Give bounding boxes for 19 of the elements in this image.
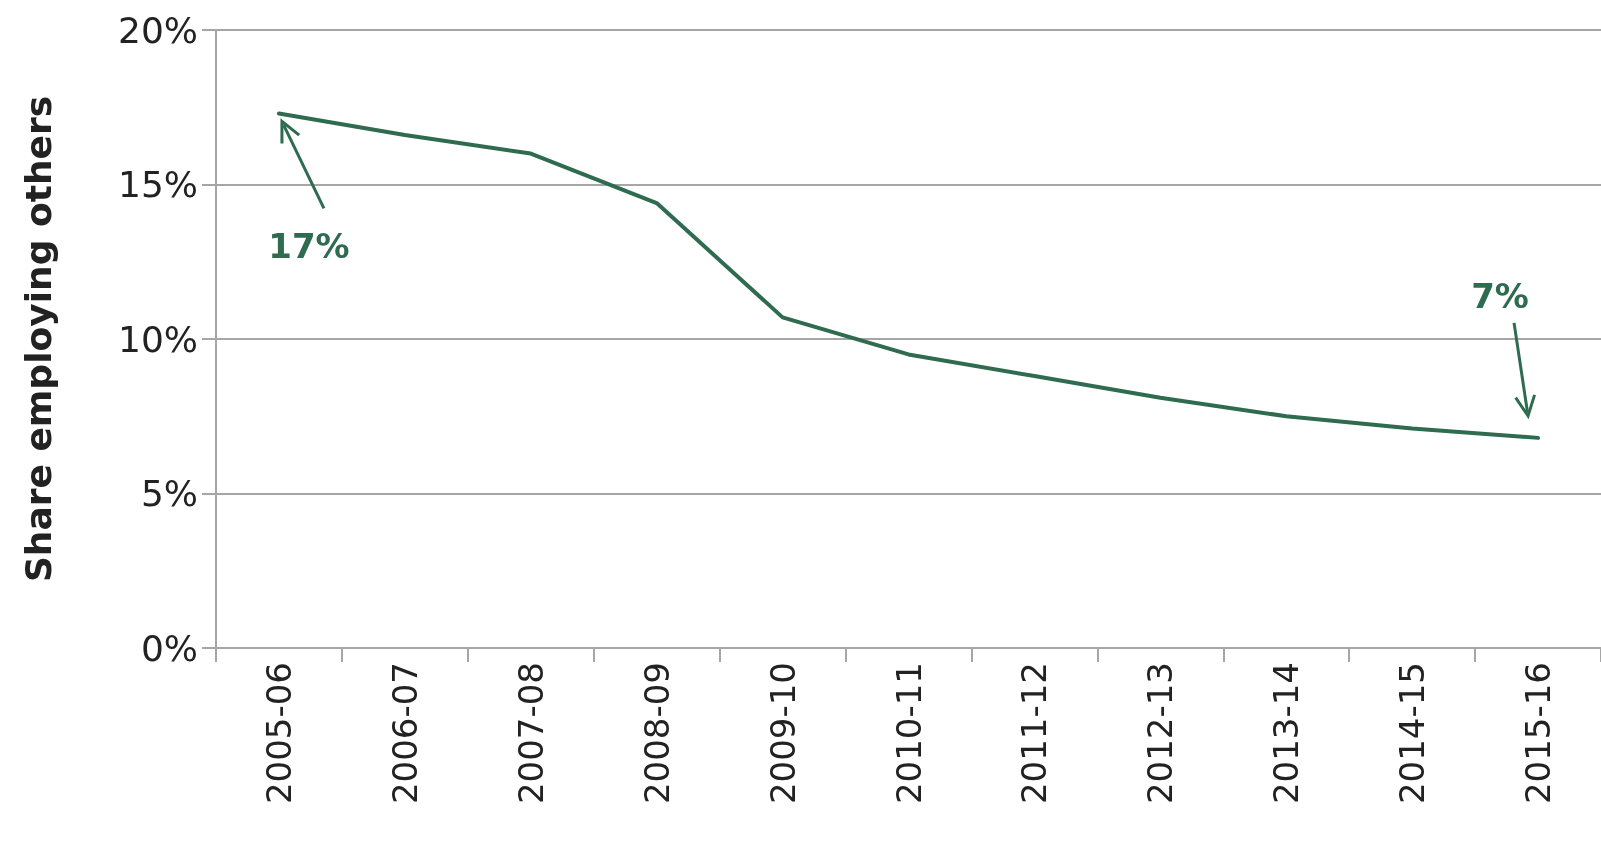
x-tick-label: 2007-08 bbox=[510, 662, 551, 805]
x-tick-label: 2012-13 bbox=[1140, 662, 1181, 805]
y-tick-label: 0% bbox=[140, 627, 198, 669]
x-tick-label: 2011-12 bbox=[1014, 662, 1055, 805]
annotation: 7% bbox=[1471, 275, 1529, 316]
y-tick-label: 5% bbox=[140, 473, 198, 514]
x-tick-label: 2008-09 bbox=[636, 662, 677, 805]
annotation: 17% bbox=[268, 226, 350, 267]
y-tick-label: 15% bbox=[117, 164, 198, 205]
x-tick-label: 2005-06 bbox=[258, 662, 299, 805]
x-tick-label: 2014-15 bbox=[1392, 662, 1433, 805]
y-tick-label: 20% bbox=[117, 9, 198, 51]
y-axis-title: Share employing others bbox=[17, 95, 59, 583]
x-tick-label: 2006-07 bbox=[384, 662, 425, 805]
x-tick-label: 2015-16 bbox=[1518, 662, 1559, 805]
x-tick-label: 2013-14 bbox=[1266, 662, 1307, 805]
x-tick-label: 2010-11 bbox=[888, 662, 929, 805]
y-tick-label: 10% bbox=[117, 318, 198, 360]
x-tick-label: 2009-10 bbox=[762, 662, 803, 805]
